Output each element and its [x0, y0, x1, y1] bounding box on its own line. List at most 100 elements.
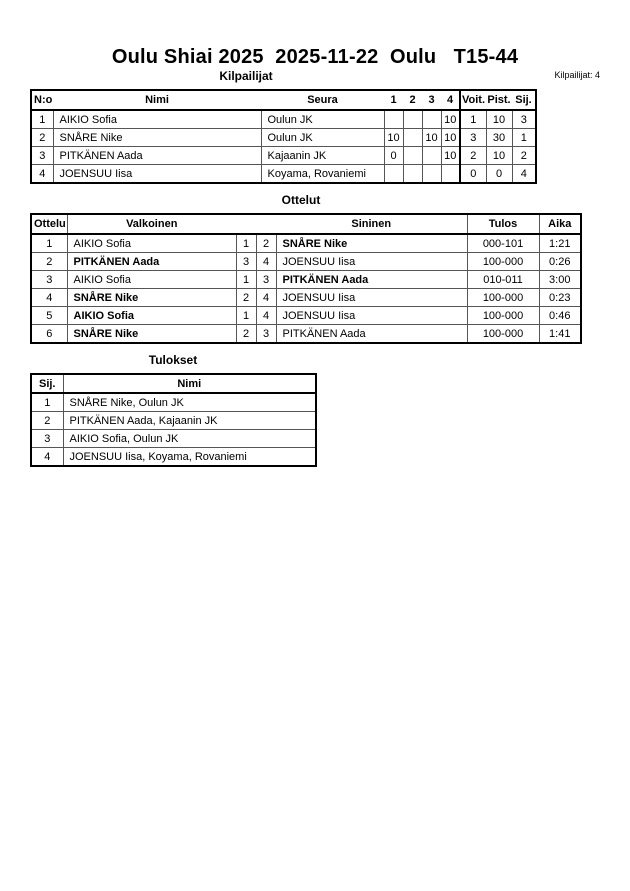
col-header-pist: Pist. [486, 90, 512, 111]
result-cell [421, 164, 442, 184]
competitor-number: 3 [30, 146, 54, 165]
blue-competitor: JOENSUU Iisa [275, 306, 468, 325]
match-row: 6 SNÅRE Nike 2 3 PITKÄNEN Aada 100-000 1… [30, 324, 582, 344]
result-cell: 10 [421, 128, 442, 147]
competitor-name: AIKIO Sofia [52, 109, 262, 129]
blue-competitor: PITKÄNEN Aada [275, 270, 468, 289]
header-spacer [236, 214, 256, 235]
result-cell: 0 [383, 146, 404, 165]
page-title: Oulu Shiai 2025 2025-11-22 Oulu T15-44 [111, 46, 519, 68]
points-cell: 30 [485, 128, 513, 147]
col-header-3: 3 [422, 90, 441, 111]
match-score: 000-101 [466, 233, 540, 253]
section-heading-tulokset: Tulokset [148, 353, 198, 367]
blue-number: 3 [255, 270, 277, 289]
result-cell [421, 109, 442, 129]
competitor-name: JOENSUU Iisa [52, 164, 262, 184]
standing-name: JOENSUU Iisa, Koyama, Rovaniemi [62, 447, 317, 467]
kilpailijat-header-row: N:o Nimi Seura 1 2 3 4 Voit. Pist. Sij. [31, 90, 536, 111]
blue-number: 4 [255, 306, 277, 325]
match-number: 5 [30, 306, 68, 325]
blue-competitor: JOENSUU Iisa [275, 252, 468, 271]
match-number: 1 [30, 233, 68, 253]
points-cell: 0 [485, 164, 513, 184]
header-spacer [256, 214, 276, 235]
col-header-sij: Sij. [31, 374, 64, 394]
match-score: 010-011 [466, 270, 540, 289]
standings-row: 3 AIKIO Sofia, Oulun JK [30, 429, 317, 448]
white-competitor: AIKIO Sofia [66, 306, 237, 325]
place-cell: 1 [511, 128, 537, 147]
match-number: 3 [30, 270, 68, 289]
result-cell: 10 [440, 146, 461, 165]
competitor-club: Kajaanin JK [260, 146, 385, 165]
col-header-aika: Aika [539, 214, 581, 235]
col-header-seura: Seura [261, 90, 384, 111]
tulokset-table: Sij. Nimi 1 SNÅRE Nike, Oulun JK 2 PITKÄ… [30, 373, 317, 467]
ottelut-table: Ottelu Valkoinen Sininen Tulos Aika 1 AI… [30, 213, 582, 344]
wins-cell: 3 [459, 128, 487, 147]
blue-competitor: SNÅRE Nike [275, 233, 468, 253]
white-competitor: SNÅRE Nike [66, 324, 237, 344]
standings-row: 1 SNÅRE Nike, Oulun JK [30, 392, 317, 412]
standing-place: 4 [30, 447, 64, 467]
result-cell [440, 164, 461, 184]
competitor-name: PITKÄNEN Aada [52, 146, 262, 165]
competitor-number: 4 [30, 164, 54, 184]
white-number: 1 [235, 306, 257, 325]
blue-number: 4 [255, 288, 277, 307]
col-header-2: 2 [403, 90, 422, 111]
standings-row: 4 JOENSUU Iisa, Koyama, Rovaniemi [30, 447, 317, 467]
match-time: 1:41 [538, 324, 582, 344]
col-header-1: 1 [384, 90, 403, 111]
match-score: 100-000 [466, 288, 540, 307]
standing-place: 3 [30, 429, 64, 448]
white-number: 2 [235, 288, 257, 307]
ottelut-header-row: Ottelu Valkoinen Sininen Tulos Aika [31, 214, 581, 235]
blue-number: 2 [255, 233, 277, 253]
competitor-number: 2 [30, 128, 54, 147]
result-cell [402, 164, 423, 184]
col-header-sininen: Sininen [276, 214, 467, 235]
white-competitor: PITKÄNEN Aada [66, 252, 237, 271]
match-time: 3:00 [538, 270, 582, 289]
col-header-valkoinen: Valkoinen [67, 214, 236, 235]
wins-cell: 1 [459, 109, 487, 129]
competitor-row: 1 AIKIO Sofia Oulun JK 10 1 10 3 [30, 109, 537, 129]
competitor-club: Oulun JK [260, 128, 385, 147]
competitor-name: SNÅRE Nike [52, 128, 262, 147]
result-cell [402, 109, 423, 129]
white-competitor: SNÅRE Nike [66, 288, 237, 307]
col-header-ottelu: Ottelu [31, 214, 68, 235]
competitor-club: Oulun JK [260, 109, 385, 129]
white-competitor: AIKIO Sofia [66, 233, 237, 253]
col-header-sij: Sij. [512, 90, 536, 111]
col-header-4: 4 [441, 90, 460, 111]
competitor-club: Koyama, Rovaniemi [260, 164, 385, 184]
match-score: 100-000 [466, 324, 540, 344]
place-cell: 4 [511, 164, 537, 184]
competitor-row: 4 JOENSUU Iisa Koyama, Rovaniemi 0 0 4 [30, 164, 537, 184]
white-number: 1 [235, 270, 257, 289]
col-header-nimi: Nimi [53, 90, 261, 111]
competitor-row: 2 SNÅRE Nike Oulun JK 10 10 10 3 30 1 [30, 128, 537, 147]
standing-name: PITKÄNEN Aada, Kajaanin JK [62, 411, 317, 430]
blue-competitor: JOENSUU Iisa [275, 288, 468, 307]
result-cell [421, 146, 442, 165]
wins-cell: 0 [459, 164, 487, 184]
competitor-row: 3 PITKÄNEN Aada Kajaanin JK 0 10 2 10 2 [30, 146, 537, 165]
place-cell: 3 [511, 109, 537, 129]
match-number: 4 [30, 288, 68, 307]
match-row: 1 AIKIO Sofia 1 2 SNÅRE Nike 000-101 1:2… [30, 233, 582, 253]
col-header-tulos: Tulos [466, 214, 540, 235]
standings-row: 2 PITKÄNEN Aada, Kajaanin JK [30, 411, 317, 430]
result-cell [383, 109, 404, 129]
result-cell: 10 [440, 128, 461, 147]
points-cell: 10 [485, 109, 513, 129]
blue-competitor: PITKÄNEN Aada [275, 324, 468, 344]
competitor-number: 1 [30, 109, 54, 129]
result-cell: 10 [383, 128, 404, 147]
match-score: 100-000 [466, 306, 540, 325]
match-number: 6 [30, 324, 68, 344]
white-number: 1 [235, 233, 257, 253]
